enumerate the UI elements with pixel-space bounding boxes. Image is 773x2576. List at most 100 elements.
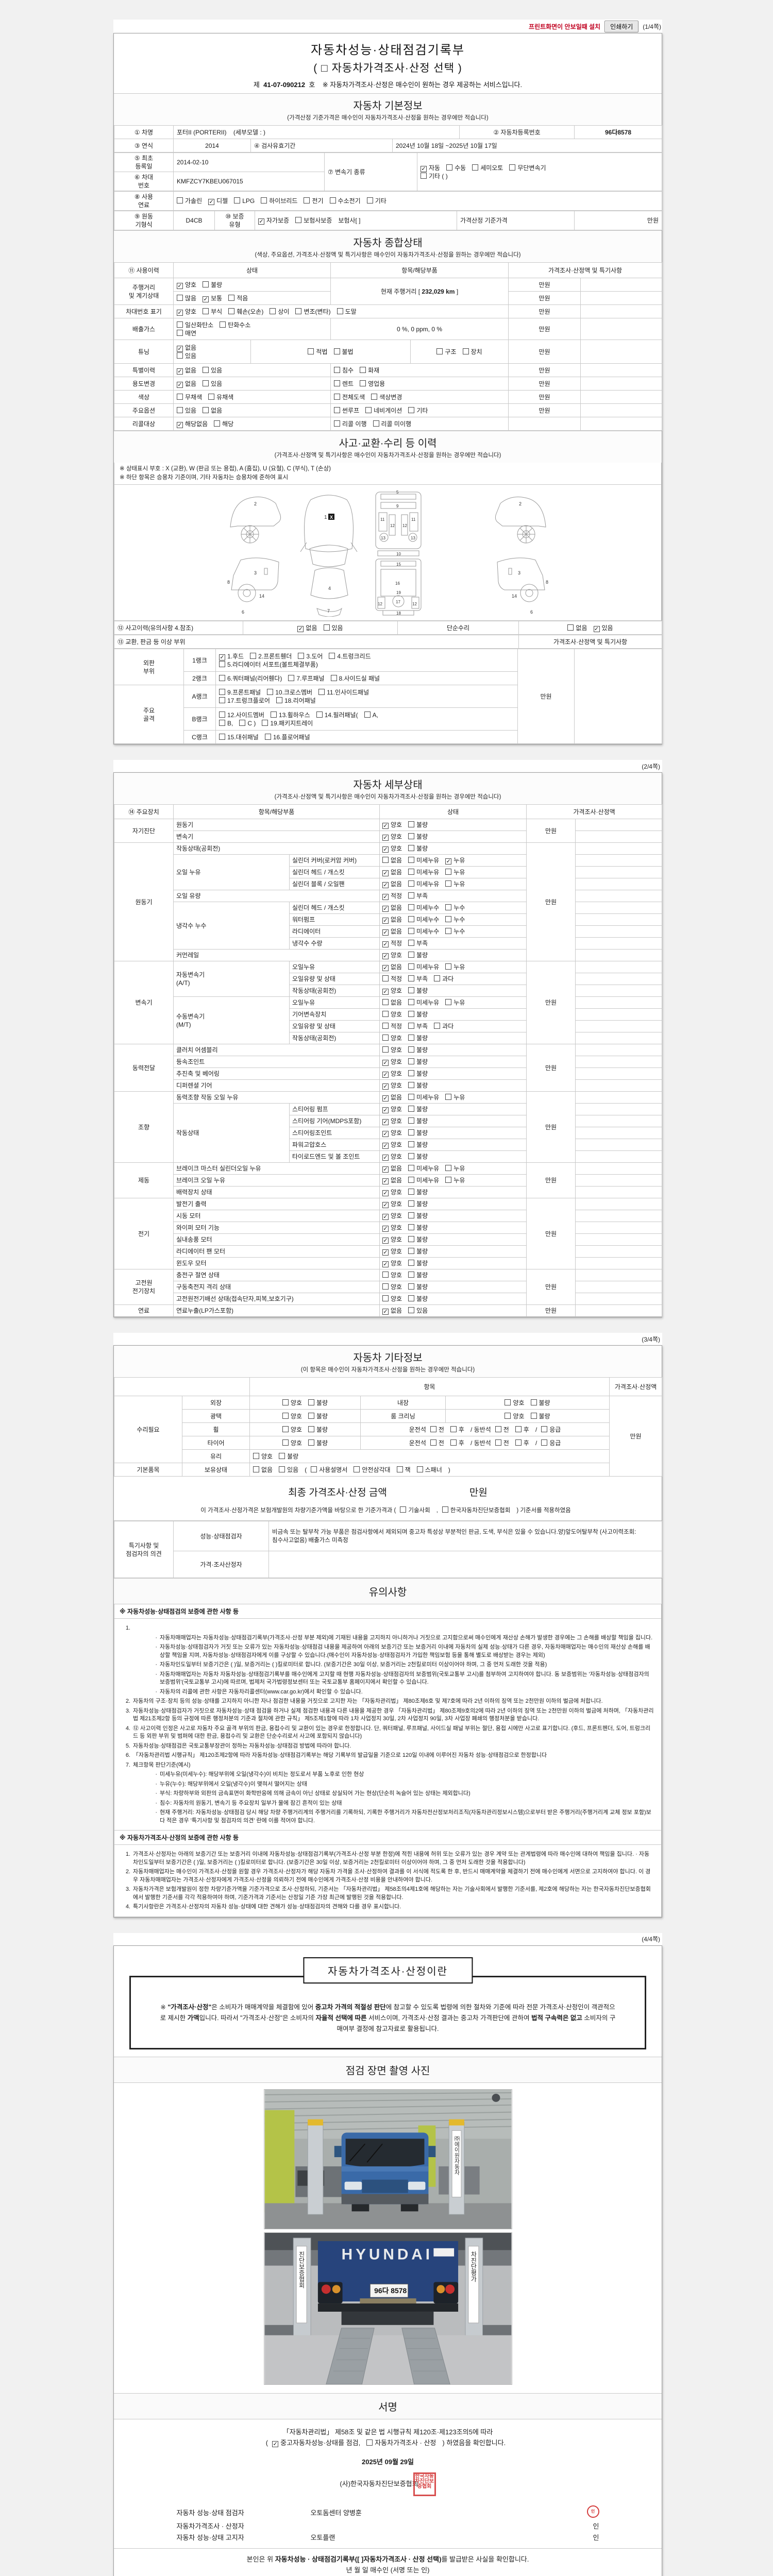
checkbox-option[interactable]: 불량 [408,1034,428,1042]
checkbox-option[interactable]: 무단변속기 [509,164,546,172]
checkbox-option[interactable]: 기술사회 [400,1506,430,1514]
checkbox-empty-icon[interactable] [316,711,323,718]
checkbox-option[interactable]: 양호 [282,1439,302,1447]
checkbox-checked-icon[interactable]: ✓ [272,2441,279,2447]
checkbox-option[interactable]: 양호 [282,1399,302,1407]
checkbox-empty-icon[interactable] [360,366,366,373]
checkbox-empty-icon[interactable] [323,624,330,631]
checkbox-empty-icon[interactable] [279,1466,285,1472]
checkbox-option[interactable]: 훼손(오손) [228,308,263,316]
checkbox-option[interactable]: 누유 [445,1093,465,1101]
checkbox-option[interactable]: ✓ 양호 [382,1235,402,1244]
checkbox-empty-icon[interactable] [408,1212,415,1218]
checkbox-checked-icon[interactable]: ✓ [177,381,183,388]
checkbox-option[interactable]: 후 [515,1439,529,1447]
checkbox-checked-icon[interactable]: ✓ [208,199,215,205]
checkbox-empty-icon[interactable] [408,1272,415,1278]
checkbox-empty-icon[interactable] [311,1466,317,1472]
print-button[interactable]: 인쇄하기 [604,20,639,32]
checkbox-checked-icon[interactable]: ✓ [382,1072,389,1078]
checkbox-option[interactable]: 4.트렁크리드 [329,652,371,660]
checkbox-option[interactable]: 누수 [445,904,465,912]
checkbox-option[interactable]: 불량 [530,1412,550,1420]
checkbox-empty-icon[interactable] [282,1426,289,1432]
checkbox-option[interactable]: 양호 [505,1399,525,1407]
checkbox-option[interactable]: 불량 [408,1235,428,1244]
checkbox-empty-icon[interactable] [270,711,277,718]
checkbox-checked-icon[interactable]: ✓ [382,941,389,947]
checkbox-empty-icon[interactable] [408,1307,415,1313]
checkbox-checked-icon[interactable]: ✓ [445,858,452,865]
checkbox-checked-icon[interactable]: ✓ [258,218,264,225]
checkbox-option[interactable]: 리콜 이행 [334,420,367,428]
checkbox-empty-icon[interactable] [177,294,183,301]
checkbox-empty-icon[interactable] [364,711,371,718]
checkbox-option[interactable]: 양호 [282,1412,302,1420]
checkbox-empty-icon[interactable] [408,1153,415,1159]
checkbox-option[interactable]: ✓ 적정 [382,892,402,900]
checkbox-option[interactable]: 누유 [445,880,465,888]
checkbox-option[interactable]: 렌트 [334,380,354,388]
checkbox-empty-icon[interactable] [334,366,340,373]
checkbox-empty-icon[interactable] [295,217,302,223]
checkbox-option[interactable]: 8.사이드실 패널 [330,674,380,683]
install-notice-link[interactable]: 프린트화면이 안보일때 설치 [528,23,601,30]
checkbox-checked-icon[interactable]: ✓ [593,625,600,632]
checkbox-option[interactable]: 장치 [462,348,482,356]
checkbox-option[interactable]: 적음 [228,294,248,302]
checkbox-option[interactable]: 미세누수 [408,927,439,936]
checkbox-option[interactable]: ✓ 없음 [382,880,402,888]
checkbox-empty-icon[interactable] [253,1466,259,1472]
checkbox-option[interactable]: C ) [239,719,256,727]
checkbox-empty-icon[interactable] [408,1141,415,1147]
checkbox-option[interactable]: 전 [430,1426,444,1434]
checkbox-empty-icon[interactable] [360,380,366,386]
checkbox-option[interactable]: 미세누유 [408,868,439,876]
checkbox-empty-icon[interactable] [450,1426,457,1432]
checkbox-checked-icon[interactable]: ✓ [382,1178,389,1184]
checkbox-empty-icon[interactable] [408,1260,415,1266]
checkbox-empty-icon[interactable] [541,1439,548,1446]
checkbox-option[interactable]: 영업용 [360,380,385,388]
checkbox-option[interactable]: ✓ 자가보증 [258,216,289,225]
checkbox-option[interactable]: 양호 [382,1046,402,1054]
checkbox-option[interactable]: 불량 [408,1188,428,1196]
checkbox-option[interactable]: 있음 [177,352,196,360]
checkbox-empty-icon[interactable] [304,197,310,204]
checkbox-option[interactable]: 후 [450,1426,464,1434]
checkbox-empty-icon[interactable] [382,1035,389,1041]
checkbox-checked-icon[interactable]: ✓ [177,309,183,316]
checkbox-checked-icon[interactable]: ✓ [382,1083,389,1090]
checkbox-checked-icon[interactable]: ✓ [382,1309,389,1315]
checkbox-empty-icon[interactable] [382,857,389,863]
checkbox-option[interactable]: LPG [234,197,255,205]
checkbox-option[interactable]: ✓ 양호 [177,308,196,316]
checkbox-option[interactable]: 불량 [308,1439,328,1447]
checkbox-option[interactable]: 부식 [203,308,222,316]
checkbox-empty-icon[interactable] [366,197,373,204]
checkbox-empty-icon[interactable] [408,821,415,827]
checkbox-option[interactable]: 네비게이션 [365,406,402,415]
checkbox-option[interactable]: 9.프론트패널 [219,688,261,697]
checkbox-empty-icon[interactable] [219,697,225,703]
checkbox-empty-icon[interactable] [334,380,340,386]
checkbox-empty-icon[interactable] [408,975,415,981]
checkbox-empty-icon[interactable] [329,197,336,204]
checkbox-checked-icon[interactable]: ✓ [382,1226,389,1232]
checkbox-empty-icon[interactable] [408,1117,415,1124]
checkbox-option[interactable]: 적법 [308,348,328,356]
checkbox-empty-icon[interactable] [408,1177,415,1183]
checkbox-checked-icon[interactable]: ✓ [382,1155,389,1161]
checkbox-option[interactable]: 응급 [541,1439,561,1447]
checkbox-option[interactable]: 전 [495,1439,509,1447]
checkbox-option[interactable]: 썬루프 [334,406,359,415]
checkbox-empty-icon[interactable] [408,1035,415,1041]
checkbox-option[interactable]: 구조 [436,348,457,356]
checkbox-empty-icon[interactable] [282,1412,289,1419]
checkbox-option[interactable]: 색상변경 [371,393,402,401]
checkbox-option[interactable]: ✓ 없음 [382,1093,402,1101]
checkbox-checked-icon[interactable]: ✓ [382,1107,389,1113]
checkbox-option[interactable]: 불량 [408,1081,428,1090]
checkbox-empty-icon[interactable] [239,719,246,726]
checkbox-option[interactable]: ✓ 디젤 [208,197,228,205]
